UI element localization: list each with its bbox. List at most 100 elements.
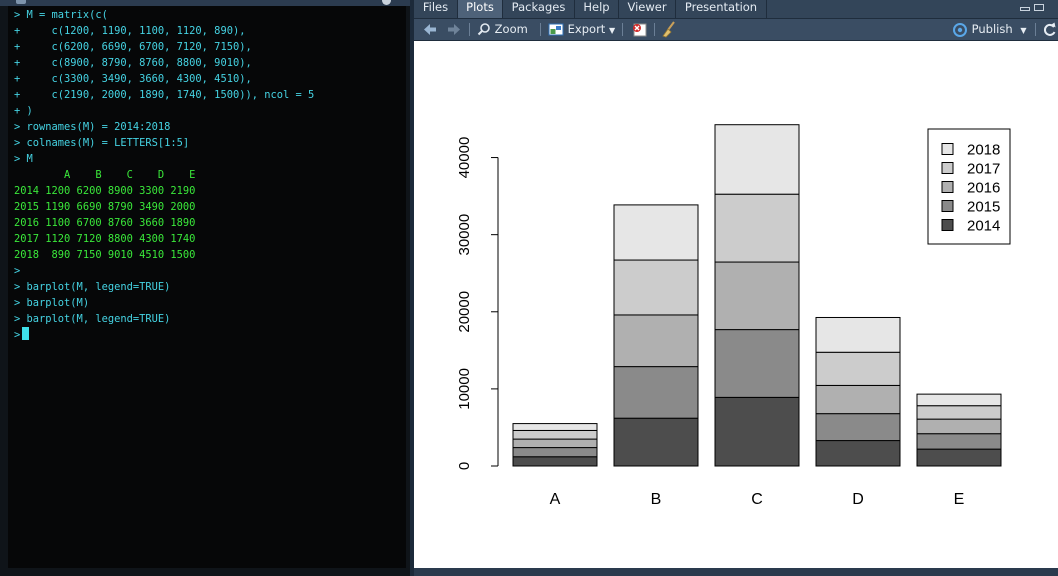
y-tick-label: 10000 [456,368,473,410]
broom-icon [662,21,675,38]
legend-label: 2018 [967,142,1000,159]
bar-segment-E-2015 [916,433,1002,450]
plot-viewer: 0 10000 20000 30000 40000 A B C D E 2018 2017 2016 20… [414,41,1058,568]
tab-help[interactable]: Help [575,0,619,18]
bar-segment-C-2015 [714,329,800,398]
publish-button[interactable]: Publish ▼ [952,19,1026,40]
publish-label: Publish [971,22,1013,36]
bar-segment-B-2016 [613,314,699,368]
console-output-line: 2017 1120 7120 8800 4300 1740 [14,233,196,245]
console-prompt-line[interactable]: > [14,327,314,343]
clear-all-plots-button[interactable] [660,19,678,40]
y-tick-label: 0 [456,462,473,470]
pane-tabs: Files Plots Packages Help Viewer Present… [414,0,1058,19]
console-output-line: 2018 890 7150 9010 4510 1500 [14,249,196,261]
remove-plot-button[interactable] [630,19,648,40]
export-label: Export [567,22,606,36]
y-tick-label: 30000 [456,214,473,256]
bar-segment-B-2015 [613,366,699,419]
bar-segment-D-2014 [815,440,901,467]
console-output-line: 2016 1100 6700 8760 3660 1890 [14,217,196,229]
zoom-label: Zoom [494,22,528,36]
text-cursor [22,327,30,340]
x-category-label: D [852,491,864,508]
bar-segment-E-2017 [916,405,1002,420]
legend-label: 2014 [967,218,1000,235]
toolbar-separator [469,23,470,36]
tab-files[interactable]: Files [414,0,458,18]
zoom-button[interactable]: Zoom [477,19,528,40]
console-output-line: 2014 1200 6200 8900 3300 2190 [14,185,196,197]
bar-segment-D-2018 [815,316,901,353]
console-command-line: > colnames(M) = LETTERS[1:5] [14,137,190,149]
legend-label: 2016 [967,180,1000,197]
console-pane-icon [16,0,26,4]
toolbar-separator [540,23,541,36]
bar-segment-A-2018 [512,423,598,431]
x-category-label: E [954,491,965,508]
bar-segment-E-2018 [916,393,1002,407]
tab-presentation[interactable]: Presentation [676,0,767,18]
toolbar-separator [1035,23,1036,36]
bar-segment-D-2016 [815,384,901,415]
console-command-line: > barplot(M) [14,297,90,309]
toolbar-separator [654,23,655,36]
maximize-pane-icon[interactable] [1034,4,1044,11]
bar-segment-C-2016 [714,261,800,331]
console-output-line: 2015 1190 6690 8790 3490 2000 [14,201,196,213]
magnifier-icon [477,23,490,36]
console-command-line: + ) [14,105,33,117]
bar-segment-A-2017 [512,429,598,440]
legend-label: 2015 [967,199,1000,216]
pane-splitter[interactable] [410,0,414,576]
bar-segment-E-2014 [916,448,1002,467]
legend-swatch [941,181,954,193]
bar-segment-A-2016 [512,438,598,449]
refresh-icon [1043,22,1056,36]
console-command-line: + c(6200, 6690, 6700, 7120, 7150), [14,41,252,53]
console-command-line: > [14,265,21,277]
bar-segment-A-2014 [512,456,598,467]
tab-viewer[interactable]: Viewer [619,0,676,18]
back-arrow-icon[interactable] [422,19,438,40]
export-button[interactable]: Export ▼ [548,19,615,40]
publish-icon [953,23,967,37]
bar-segment-D-2017 [815,351,901,386]
bar-segment-C-2017 [714,193,800,263]
console-lines: > M = matrix(c(+ c(1200, 1190, 1100, 112… [14,7,314,343]
console-output[interactable]: > M = matrix(c(+ c(1200, 1190, 1100, 112… [8,6,406,568]
bar-segment-B-2017 [613,259,699,316]
tab-plots[interactable]: Plots [458,0,503,18]
console-command-line: > M [14,153,33,165]
bar-segment-A-2015 [512,447,598,458]
legend-swatch [941,143,954,155]
forward-arrow-icon[interactable] [446,19,462,40]
console-command-line: + c(8900, 8790, 8760, 8800, 9010), [14,57,252,69]
console-command-line: + c(2190, 2000, 1890, 1740, 1500)), ncol… [14,89,315,101]
clear-console-icon[interactable] [382,0,391,5]
plots-toolbar: Zoom Export ▼ Publish ▼ [414,19,1058,41]
remove-plot-icon [633,23,647,37]
x-category-label: B [651,491,662,508]
bar-segment-C-2018 [714,124,800,195]
console-command-line: > M = matrix(c( [14,9,108,21]
bar-segment-B-2014 [613,417,699,467]
console-command-line: > rownames(M) = 2014:2018 [14,121,171,133]
minimize-pane-icon[interactable] [1020,7,1030,11]
console-header [0,0,410,6]
plots-pane: Files Plots Packages Help Viewer Present… [414,0,1058,576]
x-category-label: C [751,491,763,508]
bar-segment-C-2014 [714,396,800,467]
tab-packages[interactable]: Packages [503,0,575,18]
chevron-down-icon: ▼ [608,26,616,35]
bar-segment-D-2015 [815,413,901,442]
toolbar-separator [622,23,623,36]
y-tick-label: 40000 [456,137,473,179]
bar-segment-E-2016 [916,418,1002,435]
console-command-line: + c(3300, 3490, 3660, 4300, 4510), [14,73,252,85]
refresh-button[interactable] [1042,19,1058,40]
console-command-line: > barplot(M, legend=TRUE) [14,313,171,325]
console-command-line: > barplot(M, legend=TRUE) [14,281,171,293]
stacked-bar-chart: 0 10000 20000 30000 40000 A B C D E 2018 2017 2016 20… [456,124,1011,508]
legend-swatch [941,200,954,212]
